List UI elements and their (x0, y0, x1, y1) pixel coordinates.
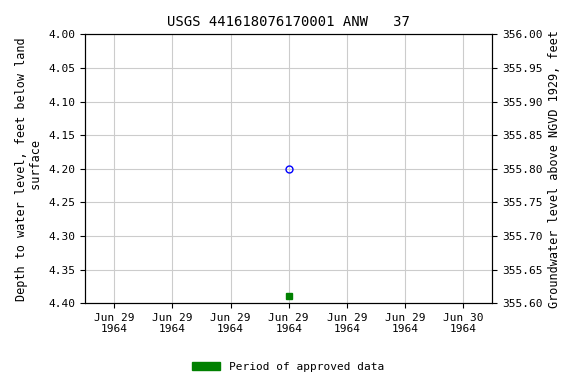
Legend: Period of approved data: Period of approved data (188, 358, 388, 377)
Y-axis label: Depth to water level, feet below land
 surface: Depth to water level, feet below land su… (15, 37, 43, 301)
Y-axis label: Groundwater level above NGVD 1929, feet: Groundwater level above NGVD 1929, feet (548, 30, 561, 308)
Title: USGS 441618076170001 ANW   37: USGS 441618076170001 ANW 37 (167, 15, 410, 29)
